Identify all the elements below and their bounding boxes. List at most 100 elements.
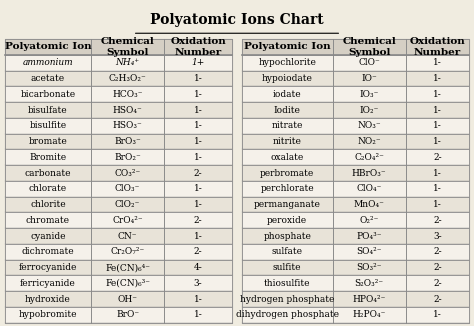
- Text: 1-: 1-: [194, 74, 202, 83]
- Bar: [242, 213, 333, 228]
- Text: 2-: 2-: [433, 295, 442, 304]
- Text: NO₃⁻: NO₃⁻: [357, 121, 381, 130]
- Text: BrO₂⁻: BrO₂⁻: [114, 153, 141, 162]
- Text: 2-: 2-: [194, 216, 202, 225]
- Bar: [333, 275, 406, 291]
- Bar: [406, 275, 469, 291]
- Text: OH⁻: OH⁻: [118, 295, 137, 304]
- Bar: [406, 55, 469, 71]
- Bar: [164, 260, 232, 275]
- Bar: [242, 244, 333, 260]
- Bar: [5, 149, 91, 165]
- Bar: [406, 197, 469, 213]
- Bar: [5, 307, 91, 323]
- Bar: [91, 86, 164, 102]
- Bar: [91, 275, 164, 291]
- Text: 2-: 2-: [433, 153, 442, 162]
- Text: 1-: 1-: [433, 90, 442, 99]
- Bar: [333, 134, 406, 149]
- Bar: [91, 244, 164, 260]
- Text: MnO₄⁻: MnO₄⁻: [354, 200, 384, 209]
- Text: C₂H₃O₂⁻: C₂H₃O₂⁻: [109, 74, 146, 83]
- Text: 1-: 1-: [433, 184, 442, 193]
- Bar: [5, 181, 91, 197]
- Text: iodate: iodate: [273, 90, 301, 99]
- Text: nitrite: nitrite: [273, 137, 301, 146]
- Bar: [242, 118, 333, 134]
- Text: HSO₄⁻: HSO₄⁻: [113, 106, 143, 114]
- Bar: [242, 134, 333, 149]
- Bar: [91, 197, 164, 213]
- Bar: [164, 71, 232, 86]
- Text: chromate: chromate: [26, 216, 70, 225]
- Bar: [164, 55, 232, 71]
- Bar: [333, 102, 406, 118]
- Text: CO₃²⁻: CO₃²⁻: [115, 169, 141, 178]
- Text: phosphate: phosphate: [263, 231, 311, 241]
- Text: dichromate: dichromate: [22, 247, 74, 256]
- Bar: [164, 197, 232, 213]
- Text: chlorate: chlorate: [29, 184, 67, 193]
- Text: bisulfite: bisulfite: [29, 121, 66, 130]
- Bar: [406, 165, 469, 181]
- Text: HCO₃⁻: HCO₃⁻: [112, 90, 143, 99]
- Text: dihydrogen phosphate: dihydrogen phosphate: [236, 310, 339, 319]
- Bar: [242, 197, 333, 213]
- Bar: [242, 102, 333, 118]
- Bar: [5, 118, 91, 134]
- Bar: [242, 260, 333, 275]
- Bar: [164, 102, 232, 118]
- Text: 1-: 1-: [194, 121, 202, 130]
- Bar: [164, 213, 232, 228]
- Bar: [406, 39, 469, 55]
- Bar: [91, 71, 164, 86]
- Bar: [333, 291, 406, 307]
- Text: permanganate: permanganate: [254, 200, 321, 209]
- Bar: [406, 181, 469, 197]
- Text: 2-: 2-: [433, 263, 442, 272]
- Text: 1-: 1-: [194, 310, 202, 319]
- Bar: [91, 213, 164, 228]
- Bar: [91, 134, 164, 149]
- Text: hypoiodate: hypoiodate: [262, 74, 313, 83]
- Bar: [333, 39, 406, 55]
- Text: 1-: 1-: [433, 106, 442, 114]
- Text: thiosulfite: thiosulfite: [264, 279, 310, 288]
- Text: Bromite: Bromite: [29, 153, 66, 162]
- Bar: [91, 181, 164, 197]
- Bar: [242, 149, 333, 165]
- Bar: [333, 260, 406, 275]
- Text: 2-: 2-: [433, 247, 442, 256]
- Text: peroxide: peroxide: [267, 216, 307, 225]
- Bar: [242, 165, 333, 181]
- Bar: [164, 118, 232, 134]
- Bar: [164, 291, 232, 307]
- Text: 1-: 1-: [194, 153, 202, 162]
- Text: 1-: 1-: [433, 200, 442, 209]
- Text: 1-: 1-: [194, 90, 202, 99]
- Bar: [406, 291, 469, 307]
- Bar: [164, 39, 232, 55]
- Text: 1-: 1-: [194, 137, 202, 146]
- Text: Cr₂O₇²⁻: Cr₂O₇²⁻: [110, 247, 145, 256]
- Text: 1-: 1-: [433, 310, 442, 319]
- Bar: [333, 118, 406, 134]
- Text: acetate: acetate: [31, 74, 65, 83]
- Text: sulfite: sulfite: [273, 263, 301, 272]
- Text: NO₂⁻: NO₂⁻: [357, 137, 381, 146]
- Text: Chemical
Symbol: Chemical Symbol: [101, 37, 155, 57]
- Bar: [333, 213, 406, 228]
- Bar: [406, 307, 469, 323]
- Text: Chemical
Symbol: Chemical Symbol: [342, 37, 396, 57]
- Bar: [5, 260, 91, 275]
- Text: ferricyanide: ferricyanide: [20, 279, 76, 288]
- Bar: [91, 149, 164, 165]
- Bar: [242, 181, 333, 197]
- Bar: [333, 165, 406, 181]
- Text: BrO₃⁻: BrO₃⁻: [114, 137, 141, 146]
- Text: 1-: 1-: [194, 200, 202, 209]
- Bar: [242, 55, 333, 71]
- Bar: [242, 307, 333, 323]
- Text: 2-: 2-: [433, 216, 442, 225]
- Bar: [242, 291, 333, 307]
